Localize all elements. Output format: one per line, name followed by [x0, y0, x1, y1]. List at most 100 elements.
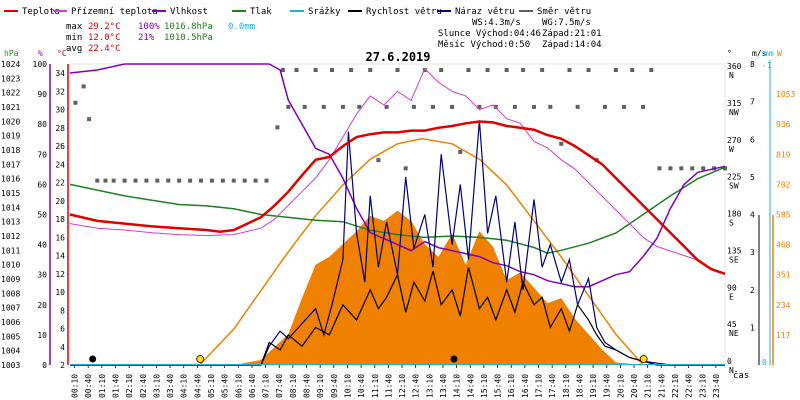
wind-direction-point: [521, 68, 526, 73]
wind-direction-point: [313, 68, 318, 73]
axis-header-rain: mm: [764, 49, 774, 58]
wind-direction-point: [264, 178, 269, 183]
solar-tick: 936: [776, 120, 791, 129]
wind-direction-point: [701, 166, 706, 171]
x-tick: 07:40: [275, 374, 284, 398]
x-tick: 21:10: [644, 374, 653, 398]
x-tick: 16:10: [507, 374, 516, 398]
wind-tick: 8: [750, 60, 755, 69]
pressure-tick: 1023: [1, 74, 20, 83]
x-tick: 14:10: [453, 374, 462, 398]
sun-rise-marker: [196, 355, 205, 363]
temperature-tick: 24: [55, 160, 65, 169]
max-hum: 100%: [138, 22, 160, 32]
wind-direction-point: [220, 178, 225, 183]
wind-direction-point: [450, 104, 455, 109]
legend-label: Tlak: [250, 7, 272, 17]
x-tick: 21:40: [657, 374, 666, 398]
max-rain: 0.0mm: [228, 22, 255, 32]
temperature-tick: 12: [55, 270, 65, 279]
x-tick: 20:40: [630, 374, 639, 398]
wind-direction-point: [321, 104, 326, 109]
direction-tick: 360: [727, 62, 742, 71]
series-ground-temp: [69, 67, 726, 275]
x-tick: 12:40: [412, 374, 421, 398]
x-tick: 06:10: [234, 374, 243, 398]
humidity-tick: 30: [37, 271, 47, 280]
wind-direction-point: [439, 68, 444, 73]
x-tick: 08:40: [303, 374, 312, 398]
x-tick: 19:40: [603, 374, 612, 398]
x-tick: 13:40: [439, 374, 448, 398]
direction-tick: 225: [727, 173, 742, 182]
direction-tick: 90: [727, 283, 737, 292]
x-tick: 05:40: [221, 374, 230, 398]
wind-tick: 7: [750, 98, 755, 107]
axis-header-humidity: %: [38, 49, 43, 58]
x-tick: 14:40: [466, 374, 475, 398]
temperature-tick: 16: [55, 233, 65, 242]
wind-direction-point: [376, 158, 381, 163]
pressure-tick: 1019: [1, 132, 20, 141]
humidity-tick: 80: [37, 120, 47, 129]
pressure-tick: 1020: [1, 117, 20, 126]
wind-direction-point: [559, 141, 564, 146]
wind-direction-point: [199, 178, 203, 183]
direction-label: N: [729, 71, 734, 80]
wind-direction-point: [641, 104, 646, 109]
min-label: min: [66, 33, 82, 43]
temperature-tick: 18: [55, 215, 65, 224]
x-tick: 03:10: [152, 374, 161, 398]
avg-label: avg: [66, 44, 82, 54]
humidity-tick: 90: [37, 90, 47, 99]
pressure-tick: 1016: [1, 175, 20, 184]
wind-direction-point: [286, 104, 291, 109]
wind-direction-point: [531, 104, 536, 109]
pressure-tick: 1024: [1, 60, 20, 69]
temperature-tick: 28: [55, 124, 65, 133]
humidity-tick: 40: [37, 241, 47, 250]
wind-direction-point: [602, 104, 607, 109]
x-tick: 17:40: [548, 374, 557, 398]
wind-direction-point: [567, 68, 572, 73]
axis-header-direction: °: [727, 49, 732, 58]
wind-direction-point: [133, 178, 138, 183]
wind-direction-point: [280, 68, 285, 73]
temperature-tick: 34: [55, 69, 65, 78]
pressure-tick: 1010: [1, 261, 20, 270]
x-tick: 18:10: [562, 374, 571, 398]
x-tick: 03:40: [166, 374, 175, 398]
x-tick: 09:10: [316, 374, 325, 398]
direction-label: S: [729, 219, 734, 228]
avg-temp: 22.4°C: [88, 44, 121, 54]
direction-tick: 45: [727, 320, 737, 329]
temperature-tick: 2: [60, 361, 65, 370]
x-tick: 02:40: [139, 374, 148, 398]
direction-tick: 315: [727, 99, 742, 108]
wind-direction-point: [87, 117, 92, 122]
wind-direction-point: [166, 178, 171, 183]
pressure-tick: 1011: [1, 246, 20, 255]
wind-direction-point: [81, 84, 86, 89]
wind-direction-point: [668, 166, 673, 171]
max-label: max: [66, 22, 83, 32]
x-tick: 10:10: [343, 374, 352, 398]
legend-label: Přízemní teplota: [71, 7, 158, 17]
x-tick: 04:40: [193, 374, 202, 398]
humidity-tick: 100: [33, 60, 48, 69]
moonrise: Měsíc Východ:0:50: [438, 40, 530, 50]
x-tick: 00:40: [84, 374, 93, 398]
direction-tick: 180: [727, 210, 742, 219]
moon-rise-marker: [89, 355, 97, 363]
temperature-tick: 10: [55, 288, 65, 297]
wind-direction-point: [485, 68, 490, 73]
pressure-tick: 1006: [1, 318, 20, 327]
wind-direction-point: [242, 178, 247, 183]
series-solar-max: [199, 137, 644, 366]
pressure-tick: 1014: [1, 203, 20, 212]
wind-direction-point: [649, 68, 654, 73]
humidity-tick: 70: [37, 150, 47, 159]
direction-tick: 270: [727, 136, 742, 145]
wind-direction-point: [466, 68, 471, 73]
